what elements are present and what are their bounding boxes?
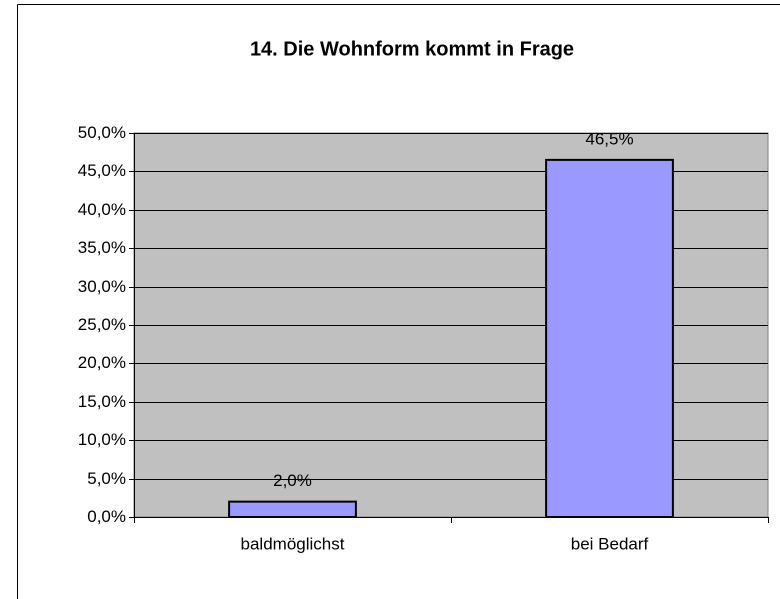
y-tick-label: 35,0% (78, 238, 126, 257)
y-tick-label: 50,0% (78, 123, 126, 142)
data-label: 2,0% (273, 471, 312, 490)
y-tick-label: 10,0% (78, 430, 126, 449)
bar (228, 500, 357, 519)
y-tick-label: 15,0% (78, 392, 126, 411)
y-tick-label: 30,0% (78, 277, 126, 296)
y-tick-label: 5,0% (87, 469, 126, 488)
y-tick-label: 25,0% (78, 315, 126, 334)
x-tick-label: bei Bedarf (571, 534, 649, 553)
data-label: 46,5% (585, 129, 633, 148)
y-tick-label: 40,0% (78, 200, 126, 219)
x-tick-label: baldmöglichst (241, 534, 345, 553)
bar (545, 158, 674, 518)
y-tick-label: 0,0% (87, 507, 126, 526)
y-tick-label: 45,0% (78, 161, 126, 180)
y-tick-label: 20,0% (78, 353, 126, 372)
chart-title: 14. Die Wohnform kommt in Frage (250, 38, 574, 60)
